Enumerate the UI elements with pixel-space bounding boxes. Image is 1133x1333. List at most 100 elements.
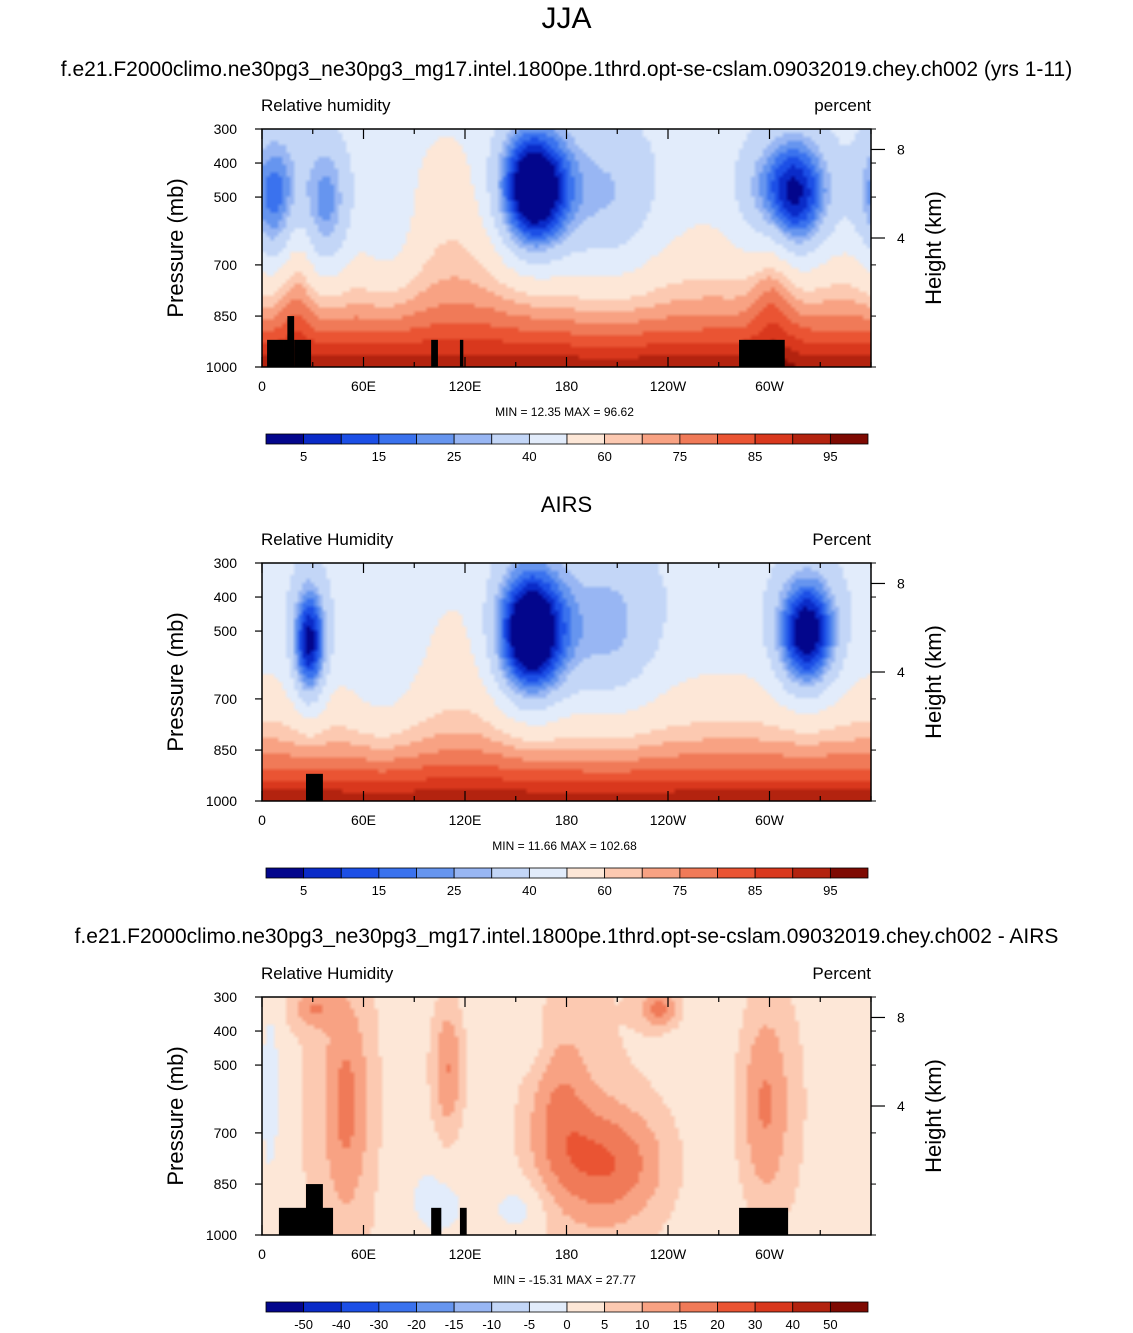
colorbar-label: 40	[522, 883, 536, 898]
x-tick-label: 60W	[755, 378, 785, 394]
colorbar-box	[378, 1301, 417, 1313]
colorbar-label: -40	[332, 1317, 351, 1332]
colorbar-box	[641, 1301, 681, 1313]
y2-axis-title: Height (km)	[921, 625, 946, 739]
topography-mask	[267, 339, 284, 367]
colorbar-box	[717, 1301, 756, 1313]
y2-tick-label: 4	[897, 230, 905, 246]
colorbar-label: 25	[447, 449, 461, 464]
colorbar-label: -15	[445, 1317, 464, 1332]
colorbar-label: 85	[748, 883, 762, 898]
y-tick-label: 300	[214, 555, 238, 571]
colorbar-box	[303, 433, 342, 445]
colorbar-box	[829, 433, 869, 445]
field-label: Relative Humidity	[261, 530, 394, 549]
x-tick-label: 180	[555, 812, 579, 828]
colorbar-box	[754, 433, 794, 445]
colorbar-label: -50	[294, 1317, 313, 1332]
y-tick-label: 400	[214, 589, 238, 605]
colorbar-label: 95	[823, 449, 837, 464]
colorbar-box	[528, 1301, 568, 1313]
colorbar-label: 75	[673, 883, 687, 898]
min-max-label: MIN = 11.66 MAX = 102.68	[492, 839, 637, 853]
x-tick-label: 60E	[351, 378, 376, 394]
y2-tick-label: 8	[897, 1009, 905, 1025]
topography-mask	[739, 1207, 789, 1235]
colorbar-box	[303, 867, 342, 879]
colorbar-label: 30	[748, 1317, 762, 1332]
colorbar-label: -30	[369, 1317, 388, 1332]
field-label: Relative Humidity	[261, 964, 394, 983]
colorbar-box	[604, 867, 643, 879]
y-tick-label: 1000	[206, 359, 237, 375]
topography-mask	[459, 1207, 467, 1235]
colorbar-label: 60	[597, 883, 611, 898]
x-tick-label: 120E	[449, 1246, 482, 1262]
y2-tick-label: 4	[897, 664, 905, 680]
x-tick-label: 180	[555, 378, 579, 394]
colorbar-box	[641, 867, 681, 879]
y-tick-label: 1000	[206, 1227, 237, 1243]
y-tick-label: 300	[214, 989, 238, 1005]
colorbar-label: -10	[482, 1317, 501, 1332]
x-tick-label: 0	[258, 378, 266, 394]
colorbar-box	[754, 867, 794, 879]
colorbar-box	[566, 1301, 606, 1313]
panel-1-chart: Relative humidity percent3004005007008501…	[163, 96, 946, 464]
y2-axis-title: Height (km)	[921, 1059, 946, 1173]
y-tick-label: 500	[214, 1057, 238, 1073]
colorbar-box	[378, 867, 417, 879]
x-tick-label: 60E	[351, 1246, 376, 1262]
colorbar-box	[679, 433, 718, 445]
heatmap-field	[262, 129, 871, 367]
heatmap-field	[262, 997, 871, 1235]
x-tick-label: 60W	[755, 812, 785, 828]
colorbar-box	[528, 433, 568, 445]
colorbar-box	[491, 867, 530, 879]
colorbar-box	[717, 867, 756, 879]
panel-3-header: f.e21.F2000climo.ne30pg3_ne30pg3_mg17.in…	[74, 925, 1059, 948]
colorbar-box	[641, 433, 681, 445]
colorbar-box	[604, 433, 643, 445]
y-axis-title: Pressure (mb)	[163, 1046, 188, 1185]
colorbar-label: 20	[710, 1317, 724, 1332]
colorbar-box	[528, 867, 568, 879]
units-label: Percent	[812, 530, 871, 549]
colorbar-box	[679, 867, 718, 879]
topography-mask	[305, 1184, 323, 1235]
y2-tick-label: 8	[897, 141, 905, 157]
colorbar-box	[829, 1301, 869, 1313]
colorbar-box	[453, 1301, 493, 1313]
y-axis-title: Pressure (mb)	[163, 178, 188, 317]
colorbar-label: 50	[823, 1317, 837, 1332]
colorbar-label: 5	[300, 449, 307, 464]
colorbar-label: 85	[748, 449, 762, 464]
colorbar-box	[416, 433, 455, 445]
y-tick-label: 1000	[206, 793, 237, 809]
colorbar-box	[265, 867, 305, 879]
colorbar-box	[491, 433, 530, 445]
colorbar-box	[792, 1301, 831, 1313]
x-tick-label: 0	[258, 812, 266, 828]
colorbar-box	[340, 867, 380, 879]
colorbar-box	[416, 867, 455, 879]
heatmap-field	[262, 563, 871, 801]
colorbar-label: -5	[524, 1317, 536, 1332]
topography-mask	[431, 339, 438, 367]
colorbar-box	[453, 867, 493, 879]
y-tick-label: 300	[214, 121, 238, 137]
colorbar-label: 5	[300, 883, 307, 898]
colorbar-label: 15	[372, 883, 386, 898]
y-tick-label: 500	[214, 189, 238, 205]
colorbar-label: 15	[673, 1317, 687, 1332]
units-label: Percent	[812, 964, 871, 983]
topography-mask	[739, 339, 785, 367]
y-tick-label: 700	[214, 257, 238, 273]
colorbar-label: -20	[407, 1317, 426, 1332]
y2-tick-label: 8	[897, 575, 905, 591]
y-tick-label: 400	[214, 1023, 238, 1039]
colorbar-label: 25	[447, 883, 461, 898]
colorbar-box	[340, 1301, 380, 1313]
topography-mask	[431, 1207, 442, 1235]
topography-mask	[287, 316, 295, 367]
